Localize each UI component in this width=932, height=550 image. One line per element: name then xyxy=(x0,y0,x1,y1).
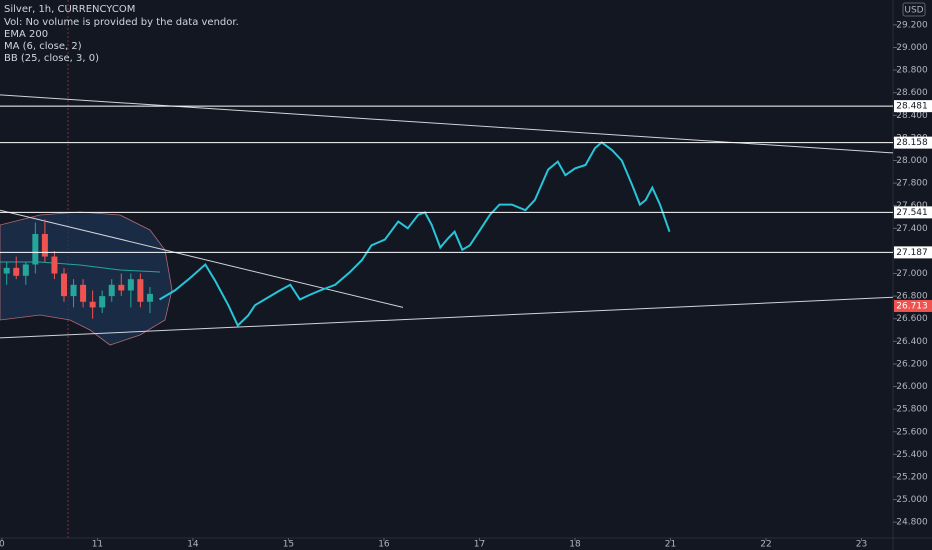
x-tick-label: 17 xyxy=(474,540,485,550)
candle-body xyxy=(80,284,87,302)
trendline xyxy=(0,296,894,339)
level-label: 27.187 xyxy=(896,248,928,258)
candle-body xyxy=(137,279,144,302)
y-tick-label: 24.800 xyxy=(896,518,928,528)
y-tick-label: 29.000 xyxy=(896,43,928,53)
candle-body xyxy=(146,293,153,302)
legend-title: Silver, 1h, CURRENCYCOM xyxy=(4,4,135,15)
x-tick-label: 18 xyxy=(569,540,581,550)
y-tick-label: 25.000 xyxy=(896,495,928,505)
y-tick-label: 25.400 xyxy=(896,450,928,460)
candle-body xyxy=(51,256,58,274)
legend-line: EMA 200 xyxy=(4,29,48,40)
legend-line: Vol: No volume is provided by the data v… xyxy=(4,17,239,28)
currency-label[interactable]: USD xyxy=(904,6,923,16)
candle-body xyxy=(118,284,125,291)
y-tick-label: 28.600 xyxy=(896,88,928,98)
level-box xyxy=(894,246,932,259)
level-box xyxy=(894,136,932,149)
y-tick-label: 25.200 xyxy=(896,472,928,482)
currency-box[interactable] xyxy=(902,2,926,17)
candle-body xyxy=(108,284,115,297)
candle-body xyxy=(89,301,96,308)
y-tick-label: 25.800 xyxy=(896,405,928,415)
trendline xyxy=(0,209,404,308)
y-tick-label: 27.800 xyxy=(896,179,928,189)
trendline xyxy=(0,94,894,154)
candle-body xyxy=(3,267,10,274)
y-tick-label: 26.800 xyxy=(896,292,928,302)
legend-line: MA (6, close, 2) xyxy=(4,41,82,52)
y-tick-label: 27.000 xyxy=(896,269,928,279)
x-tick-label: 15 xyxy=(283,540,294,550)
y-tick-label: 28.400 xyxy=(896,111,928,121)
level-label: 27.541 xyxy=(896,208,928,218)
last-price-box xyxy=(894,299,932,312)
y-tick-label: 29.200 xyxy=(896,20,928,30)
legend-line: BB (25, close, 3, 0) xyxy=(4,53,99,64)
level-label: 28.481 xyxy=(896,102,928,112)
x-tick-label: 22 xyxy=(760,540,771,550)
candle-body xyxy=(60,273,67,297)
x-tick-label: 21 xyxy=(665,540,676,550)
candle-body xyxy=(22,264,29,276)
y-tick-label: 26.000 xyxy=(896,382,928,392)
x-tick-label: 0 xyxy=(0,540,5,550)
y-tick-label: 25.600 xyxy=(896,427,928,437)
last-price-label: 26.713 xyxy=(896,301,928,311)
x-tick-label: 16 xyxy=(378,540,390,550)
x-tick-label: 11 xyxy=(92,540,103,550)
candle-body xyxy=(70,284,77,297)
x-tick-label: 14 xyxy=(187,540,199,550)
y-tick-label: 28.000 xyxy=(896,156,928,166)
y-tick-label: 26.600 xyxy=(896,314,928,324)
y-tick-label: 27.400 xyxy=(896,224,928,234)
candle-body xyxy=(41,233,48,257)
ema-line xyxy=(0,261,161,273)
level-label: 28.158 xyxy=(896,138,928,148)
projection-line xyxy=(158,141,671,328)
x-tick-label: 23 xyxy=(856,540,867,550)
candle-body xyxy=(127,279,134,291)
y-tick-label: 26.200 xyxy=(896,359,928,369)
y-tick-label: 26.400 xyxy=(896,337,928,347)
level-box xyxy=(894,206,932,219)
candle-body xyxy=(13,267,20,276)
level-box xyxy=(894,100,932,113)
candle-body xyxy=(32,233,39,265)
y-tick-label: 27.600 xyxy=(896,201,928,211)
y-tick-label: 28.800 xyxy=(896,66,928,76)
candle-body xyxy=(99,296,106,308)
